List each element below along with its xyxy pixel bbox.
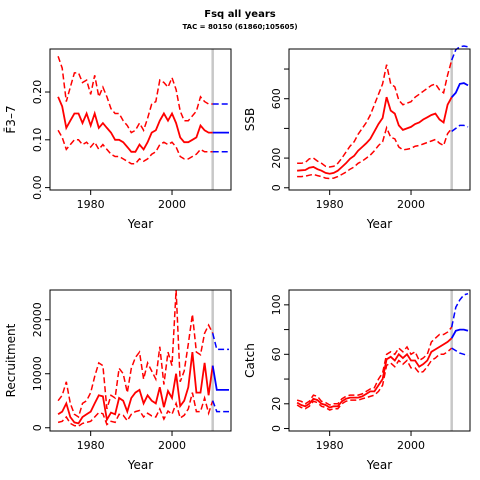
catch-y-tick-label: 0 [270,425,283,432]
ssb-x-tick-label: 2000 [397,198,425,211]
recruitment-y-tick-label: 0 [31,424,44,431]
ssb-projection-upper-line [451,45,469,61]
catch-y-axis-label: Catch [243,343,257,378]
ssb-projection-lower-line [451,124,469,133]
fbar-plot-frame [49,48,232,191]
catch-y-tick-label: 60 [270,347,283,361]
recruitment-x-axis-label: Year [127,458,153,472]
ssb-history-upper-line [297,59,453,168]
fbar-history-lower-line [57,129,213,165]
ssb-x-axis-label: Year [366,217,392,231]
recruitment-y-axis-label: Recruitment [4,323,18,397]
recruitment-history-lower-line [57,392,214,427]
recruitment-projection-upper-line [211,333,229,351]
ssb-x-tick-label: 1980 [316,198,344,211]
ssb-projection-mid-line [451,82,469,98]
catch-history-lower-line [296,347,453,411]
fbar-history-upper-line [57,55,213,134]
ssb-y-tick-label: 200 [270,148,283,169]
ssb-history-mid-line [297,96,453,175]
fbar-history-mid-line [57,96,213,153]
catch-plot-frame [288,289,471,432]
recruitment-projection-lower-line [211,400,229,413]
panel-catch: 1980 2000 0 20 60 100 Year Catch [243,289,471,472]
panel-fbar: 1980 2000 0.00 0.10 0.20 Year F̄3–7 [4,48,232,231]
recruitment-y-tick-label: 20000 [31,302,44,337]
catch-projection-upper-line [450,292,469,328]
catch-y-tick-label: 20 [270,397,283,411]
recruitment-y-tick-label: 10000 [31,356,44,391]
catch-y-tick-label: 100 [270,294,283,315]
ssb-y-axis-label: SSB [243,108,257,131]
catch-x-tick-label: 1980 [316,439,344,452]
fbar-x-tick-label: 1980 [77,198,105,211]
fbar-x-axis-label: Year [127,217,153,231]
catch-history-mid-line [296,337,453,409]
recruitment-history-mid-line [57,351,214,425]
recruitment-plot-frame [49,289,232,432]
catch-projection-mid-line [450,328,469,339]
recruitment-x-tick-label: 2000 [158,439,186,452]
ssb-history-lower-line [297,125,453,180]
ssb-plot-frame [288,48,471,191]
recruitment-projection-mid-line [211,365,229,391]
fbar-y-tick-label: 0.00 [31,175,44,200]
catch-x-axis-label: Year [366,458,392,472]
catch-projection-lower-line [451,347,469,357]
fbar-x-tick-label: 2000 [158,198,186,211]
ssb-y-tick-label: 0 [270,184,283,191]
figure-title: Fsq all years [204,9,276,20]
ssb-y-tick-label: 600 [270,88,283,109]
fbar-y-axis-label: F̄3–7 [4,105,18,133]
recruitment-history-upper-line [57,289,214,419]
fbar-y-tick-label: 0.10 [31,128,44,153]
fbar-y-tick-label: 0.20 [31,80,44,105]
figure-subtitle: TAC = 80150 (61860;105605) [182,23,298,31]
panel-ssb: 1980 2000 0 200 600 Year SSB [243,45,471,231]
catch-history-upper-line [296,326,453,406]
recruitment-x-tick-label: 1980 [77,439,105,452]
catch-x-tick-label: 2000 [397,439,425,452]
